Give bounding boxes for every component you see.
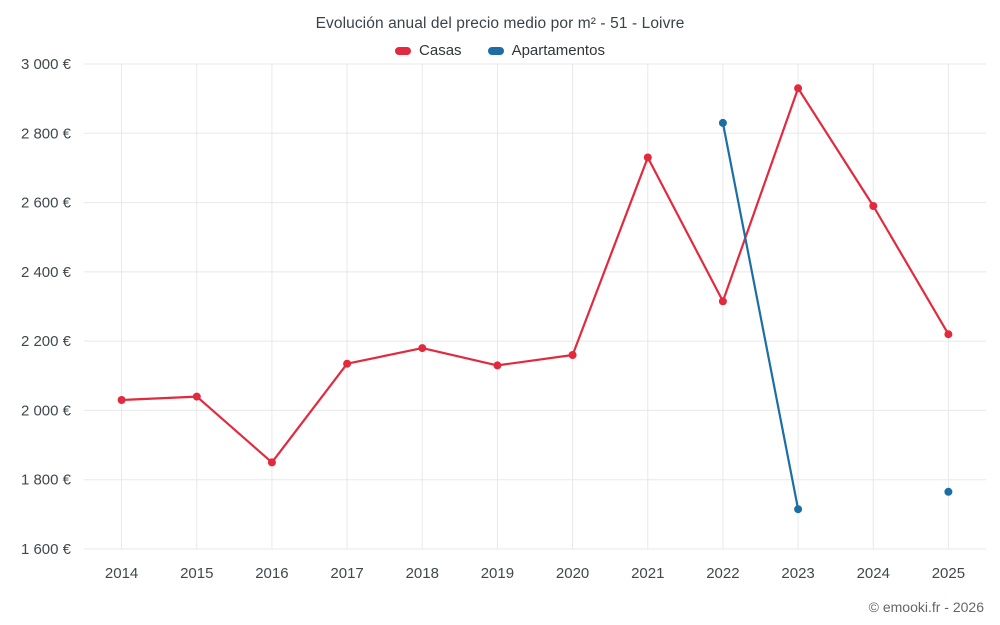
x-tick-label: 2021 bbox=[631, 565, 664, 582]
y-tick-label: 1 800 € bbox=[21, 472, 72, 489]
chart-svg: 1 600 € 1 800 € 2 000 € 2 200 € 2 400 € 2 600… bbox=[21, 59, 986, 582]
legend-item-apartamentos[interactable]: Apartamentos bbox=[487, 42, 605, 59]
apartamentos-swatch-icon bbox=[487, 46, 504, 55]
x-tick-label: 2024 bbox=[857, 565, 890, 582]
data-point-casas bbox=[343, 359, 352, 368]
series-casas bbox=[117, 84, 953, 467]
legend: Casas Apartamentos bbox=[0, 42, 1000, 59]
x-tick-label: 2016 bbox=[255, 565, 288, 582]
data-point-casas bbox=[869, 202, 878, 210]
data-point-casas bbox=[794, 84, 803, 93]
data-point-casas bbox=[718, 297, 727, 306]
legend-label-apartamentos: Apartamentos bbox=[511, 42, 605, 59]
x-tick-label: 2017 bbox=[330, 565, 363, 582]
data-point-casas bbox=[493, 361, 502, 370]
x-tick-label: 2018 bbox=[406, 565, 439, 582]
x-tick-label: 2020 bbox=[556, 565, 589, 582]
x-tick-label: 2023 bbox=[781, 565, 814, 582]
y-tick-label: 2 200 € bbox=[21, 333, 72, 350]
x-tick-label: 2025 bbox=[932, 565, 965, 582]
data-point-casas bbox=[944, 330, 953, 339]
data-point-casas bbox=[267, 458, 276, 467]
y-tick-label: 2 800 € bbox=[21, 125, 72, 142]
x-tick-label: 2019 bbox=[481, 565, 514, 582]
data-point-casas bbox=[192, 392, 201, 401]
series-apartamentos bbox=[718, 118, 953, 514]
y-tick-label: 2 600 € bbox=[21, 195, 72, 212]
x-tick-label: 2015 bbox=[180, 565, 213, 582]
data-point-apartamentos bbox=[794, 505, 803, 514]
y-tick-label: 1 600 € bbox=[21, 541, 72, 558]
y-tick-label: 2 400 € bbox=[21, 264, 72, 281]
x-tick-label: 2022 bbox=[706, 565, 739, 582]
x-grid: 2014 2015 2016 2017 2018 2019 2020 2021 2022 2023… bbox=[105, 64, 965, 582]
y-tick-label: 2 000 € bbox=[21, 402, 72, 419]
casas-swatch-icon bbox=[395, 46, 412, 55]
y-grid: 1 600 € 1 800 € 2 000 € 2 200 € 2 400 € 2 600… bbox=[21, 59, 986, 558]
copyright: © emooki.fr - 2026 bbox=[868, 599, 984, 615]
y-tick-label: 3 000 € bbox=[21, 59, 72, 73]
data-point-apartamentos bbox=[718, 118, 727, 127]
data-point-casas bbox=[568, 351, 577, 359]
data-point-casas bbox=[418, 344, 427, 353]
x-tick-label: 2014 bbox=[105, 565, 138, 582]
data-point-apartamentos bbox=[944, 487, 953, 496]
legend-label-casas: Casas bbox=[419, 42, 462, 59]
chart-title: Evolución anual del precio medio por m² … bbox=[315, 15, 685, 32]
legend-item-casas[interactable]: Casas bbox=[395, 42, 462, 59]
data-point-casas bbox=[117, 396, 126, 404]
data-point-casas bbox=[643, 153, 652, 162]
